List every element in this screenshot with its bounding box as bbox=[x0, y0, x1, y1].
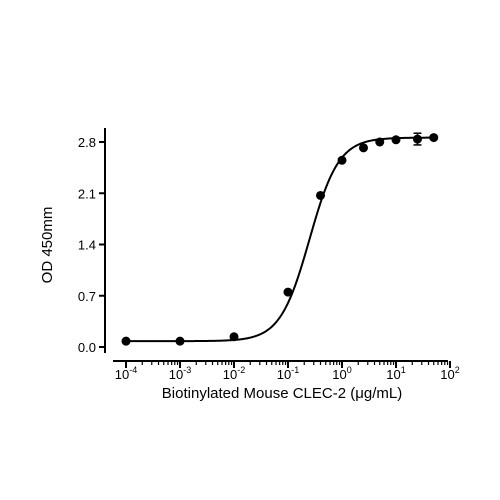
data-point bbox=[121, 336, 131, 346]
data-point bbox=[337, 155, 347, 165]
x-tick-label: 10-4 bbox=[115, 365, 137, 382]
data-points bbox=[121, 132, 439, 346]
y-tick-label: 1.4 bbox=[78, 238, 96, 253]
y-axis-ticks: 0.0 0.7 1.4 2.1 2.8 bbox=[78, 135, 105, 355]
data-point bbox=[229, 332, 239, 342]
x-tick-label: 10-3 bbox=[169, 365, 191, 382]
x-tick-label: 10-1 bbox=[277, 365, 299, 382]
y-tick-label: 2.8 bbox=[78, 135, 96, 150]
y-axis-title: OD 450mm bbox=[39, 207, 56, 284]
data-point bbox=[358, 143, 368, 153]
data-point bbox=[316, 190, 326, 200]
y-tick-label: 0.7 bbox=[78, 289, 96, 304]
x-tick-label: 10-2 bbox=[223, 365, 245, 382]
data-point bbox=[391, 135, 401, 145]
x-tick-label: 102 bbox=[440, 365, 459, 382]
y-tick-label: 2.1 bbox=[78, 186, 96, 201]
x-axis-title: Biotinylated Mouse CLEC-2 (μg/mL) bbox=[162, 385, 402, 402]
data-point bbox=[429, 133, 439, 143]
data-point bbox=[412, 134, 422, 144]
x-tick-label: 100 bbox=[332, 365, 351, 382]
data-point bbox=[175, 336, 185, 346]
fit-curve bbox=[126, 136, 434, 343]
x-axis-ticks: 10-4 10-3 10-2 10-1 100 101 102 bbox=[115, 361, 460, 382]
y-tick-label: 0.0 bbox=[78, 340, 96, 355]
x-tick-label: 101 bbox=[386, 365, 405, 382]
data-point bbox=[375, 137, 385, 147]
data-point bbox=[283, 287, 293, 297]
